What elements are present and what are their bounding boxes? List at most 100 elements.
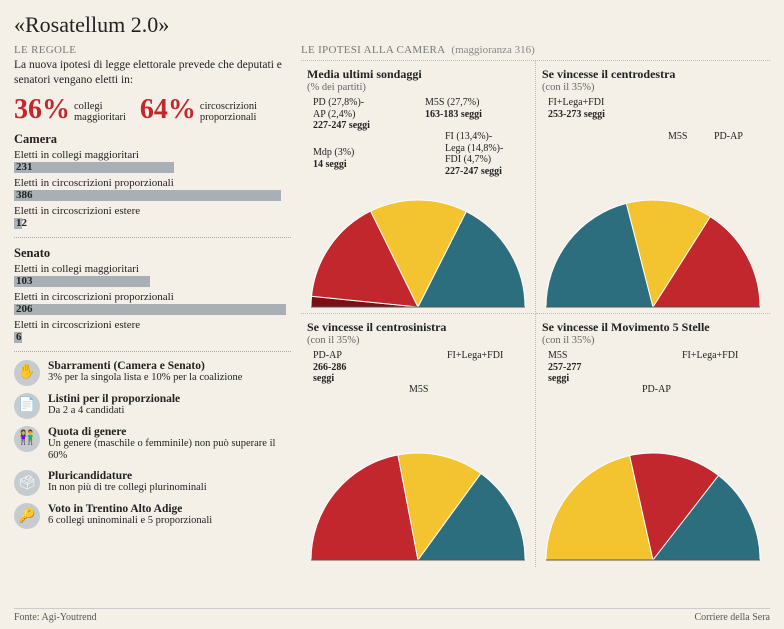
pct-proportional-value: 64%	[140, 96, 196, 124]
chamber-title: Camera	[14, 132, 291, 147]
pct-proportional-label: circoscrizioniproporzionali	[200, 101, 257, 124]
bar-track: 6	[14, 332, 291, 343]
chart-cell: Media ultimi sondaggi (% dei partiti) PD…	[301, 61, 536, 314]
rules-heading: LE REGOLE	[14, 44, 291, 56]
chart-label: M5S257-277seggi	[548, 350, 581, 385]
bar-fill	[14, 304, 286, 315]
rule-text: Pluricandidature In non più di tre colle…	[48, 470, 207, 495]
bar-row: Eletti in collegi maggioritari 231	[14, 149, 291, 173]
chart-label: FI+Lega+FDI	[447, 350, 503, 362]
chart-label: M5S (27,7%)163-183 seggi	[425, 97, 482, 120]
chart-label: PD-AP	[642, 384, 671, 396]
left-column: LE REGOLE La nuova ipotesi di legge elet…	[14, 44, 291, 567]
rule-icon: 🔑	[14, 503, 40, 529]
semicircle-chart	[307, 444, 529, 562]
divider	[14, 351, 291, 352]
chart-label: M5S	[409, 384, 428, 396]
bar-row: Eletti in circoscrizioni estere 6	[14, 319, 291, 343]
bar-row: Eletti in circoscrizioni proporzionali 3…	[14, 177, 291, 201]
majority-note: (maggioranza 316)	[451, 44, 534, 56]
bar-value: 206	[16, 303, 33, 315]
bar-value: 103	[16, 275, 33, 287]
rule-title: Voto in Trentino Alto Adige	[48, 503, 212, 515]
rule-icon: 🗳	[14, 470, 40, 496]
semicircle-chart	[542, 444, 764, 562]
chart-sub: (con il 35%)	[542, 82, 764, 93]
rule-title: Pluricandidature	[48, 470, 207, 482]
chart-cell: Se vincesse il centrosinistra (con il 35…	[301, 314, 536, 567]
bar-value: 6	[16, 331, 22, 343]
bar-fill	[14, 162, 174, 173]
footer-source: Fonte: Agi-Youtrend	[14, 612, 97, 623]
camera-bars: Camera Eletti in collegi maggioritari 23…	[14, 132, 291, 229]
chart-title: Media ultimi sondaggi	[307, 67, 529, 82]
page-title: «Rosatellum 2.0»	[14, 12, 770, 38]
bar-track: 12	[14, 218, 291, 229]
rule-title: Listini per il proporzionale	[48, 393, 180, 405]
chart-title: Se vincesse il centrosinistra	[307, 320, 529, 335]
pct-proportional: 64% circoscrizioniproporzionali	[140, 96, 257, 124]
chart-label: FI+Lega+FDI253-273 seggi	[548, 97, 605, 120]
divider	[14, 237, 291, 238]
chart-cell: Se vincesse il centrodestra (con il 35%)…	[536, 61, 770, 314]
chamber-title: Senato	[14, 246, 291, 261]
charts-grid: Media ultimi sondaggi (% dei partiti) PD…	[301, 60, 770, 567]
rule-desc: Da 2 a 4 candidati	[48, 405, 180, 418]
rule-item: 🗳 Pluricandidature In non più di tre col…	[14, 470, 291, 496]
rule-text: Voto in Trentino Alto Adige 6 collegi un…	[48, 503, 212, 528]
chart-label-area: FI+Lega+FDI253-273 seggiM5SPD-AP	[542, 95, 764, 191]
extra-rules-list: ✋ Sbarramenti (Camera e Senato) 3% per l…	[14, 360, 291, 529]
semicircle-chart	[542, 191, 764, 309]
pct-majoritarian-label: collegimaggioritari	[74, 101, 126, 124]
right-column: LE IPOTESI ALLA CAMERA (maggioranza 316)…	[301, 44, 770, 567]
chart-title: Se vincesse il centrodestra	[542, 67, 764, 82]
chart-sub: (% dei partiti)	[307, 82, 529, 93]
semicircle-chart	[307, 191, 529, 309]
rule-desc: 6 collegi uninominali e 5 proporzionali	[48, 515, 212, 528]
bar-value: 12	[16, 217, 27, 229]
bar-row: Eletti in circoscrizioni estere 12	[14, 205, 291, 229]
rules-intro: La nuova ipotesi di legge elettorale pre…	[14, 58, 291, 88]
bar-caption: Eletti in circoscrizioni estere	[14, 205, 291, 217]
rule-icon: 📄	[14, 393, 40, 419]
bar-row: Eletti in circoscrizioni proporzionali 2…	[14, 291, 291, 315]
rule-icon: 👫	[14, 426, 40, 452]
chart-label-area: M5S257-277seggi FI+Lega+FDI PD-AP	[542, 348, 764, 444]
bar-track: 103	[14, 276, 291, 287]
rule-item: 👫 Quota di genere Un genere (maschile o …	[14, 426, 291, 463]
footer: Fonte: Agi-Youtrend Corriere della Sera	[14, 608, 770, 623]
rule-icon: ✋	[14, 360, 40, 386]
chart-label: PD-AP266-286seggi	[313, 350, 346, 385]
bar-fill	[14, 190, 281, 201]
rule-text: Listini per il proporzionale Da 2 a 4 ca…	[48, 393, 180, 418]
bar-caption: Eletti in collegi maggioritari	[14, 263, 291, 275]
rule-desc: In non più di tre collegi plurinominali	[48, 482, 207, 495]
rule-item: 📄 Listini per il proporzionale Da 2 a 4 …	[14, 393, 291, 419]
rule-item: 🔑 Voto in Trentino Alto Adige 6 collegi …	[14, 503, 291, 529]
rule-desc: 3% per la singola lista e 10% per la coa…	[48, 372, 242, 385]
chart-label: PD-AP	[714, 131, 743, 143]
chart-sub: (con il 35%)	[307, 335, 529, 346]
bar-caption: Eletti in collegi maggioritari	[14, 149, 291, 161]
bar-track: 231	[14, 162, 291, 173]
hypotheses-title: LE IPOTESI ALLA CAMERA	[301, 44, 445, 56]
footer-credit: Corriere della Sera	[694, 612, 770, 623]
pct-majoritarian-value: 36%	[14, 96, 70, 124]
chart-sub: (con il 35%)	[542, 335, 764, 346]
chart-cell: Se vincesse il Movimento 5 Stelle (con i…	[536, 314, 770, 567]
bar-fill	[14, 276, 150, 287]
chart-label: FI (13,4%)-Lega (14,8%)-FDI (4,7%)227-24…	[445, 131, 503, 177]
main-layout: LE REGOLE La nuova ipotesi di legge elet…	[14, 44, 770, 567]
senato-bars: Senato Eletti in collegi maggioritari 10…	[14, 246, 291, 343]
chart-label-area: PD (27,8%)-AP (2,4%)227-247 seggiM5S (27…	[307, 95, 529, 191]
bar-caption: Eletti in circoscrizioni proporzionali	[14, 177, 291, 189]
chart-label: FI+Lega+FDI	[682, 350, 738, 362]
rule-title: Quota di genere	[48, 426, 291, 438]
percent-row: 36% collegimaggioritari 64% circoscrizio…	[14, 96, 291, 124]
bar-value: 231	[16, 161, 33, 173]
chart-label: Mdp (3%)14 seggi	[313, 147, 354, 170]
rule-item: ✋ Sbarramenti (Camera e Senato) 3% per l…	[14, 360, 291, 386]
hypotheses-heading: LE IPOTESI ALLA CAMERA (maggioranza 316)	[301, 44, 770, 56]
rule-desc: Un genere (maschile o femminile) non può…	[48, 438, 291, 463]
chart-title: Se vincesse il Movimento 5 Stelle	[542, 320, 764, 335]
